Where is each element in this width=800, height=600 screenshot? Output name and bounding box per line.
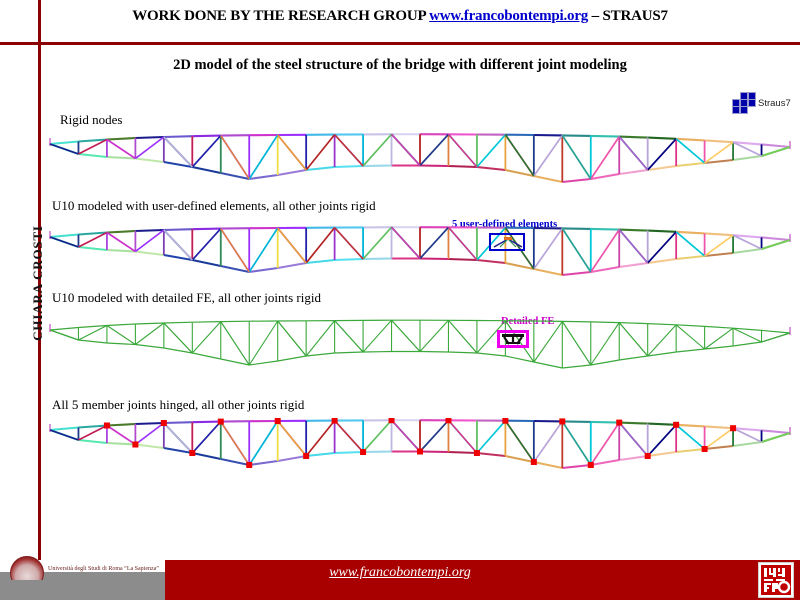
header-title: WORK DONE BY THE RESEARCH GROUP www.fran…: [50, 8, 750, 25]
truss-diagram-hinged-joints: [0, 417, 800, 485]
truss-svg: [49, 226, 791, 277]
truss-diagram-rigid-nodes: [0, 132, 800, 199]
detailed-fe-glyph: [502, 334, 524, 345]
footer-website-link[interactable]: www.francobontempi.org: [329, 565, 471, 580]
highlight-box-user-defined: [489, 233, 525, 251]
section-caption-1: U10 modeled with user-defined elements, …: [52, 198, 376, 213]
straus7-logo-icon: [732, 92, 756, 114]
truss-svg: [49, 133, 791, 184]
truss-svg: [49, 417, 791, 470]
university-logo: [10, 556, 44, 580]
highlight-box-detailed-fe: [497, 330, 529, 348]
header-website-link[interactable]: www.francobontempi.org: [429, 8, 589, 24]
straus7-logo: Straus7: [732, 92, 791, 114]
straus7-logo-label: Straus7: [758, 97, 791, 109]
fbo-logo: [758, 562, 794, 598]
truss-diagram-user-defined: [0, 225, 800, 292]
university-label: Università degli Studi di Roma “La Sapie…: [48, 566, 159, 572]
sidebar-divider-vertical: [38, 0, 41, 560]
header-title-suffix: – STRAUS7: [588, 8, 668, 24]
user-defined-joint-glyph: [493, 237, 523, 248]
truss-svg: [49, 319, 791, 369]
header-divider-horizontal: [0, 42, 800, 45]
truss-diagram-detailed-fe: [0, 318, 800, 385]
section-caption-0: Rigid nodes: [60, 112, 123, 127]
section-caption-2: U10 modeled with detailed FE, all other …: [52, 290, 321, 305]
annotation-user-defined-elements: 5 user-defined elements: [452, 219, 558, 230]
slide-title: 2D model of the steel structure of the b…: [173, 57, 627, 73]
section-caption-3: All 5 member joints hinged, all other jo…: [52, 397, 305, 412]
header-title-prefix: WORK DONE BY THE RESEARCH GROUP: [132, 8, 430, 24]
